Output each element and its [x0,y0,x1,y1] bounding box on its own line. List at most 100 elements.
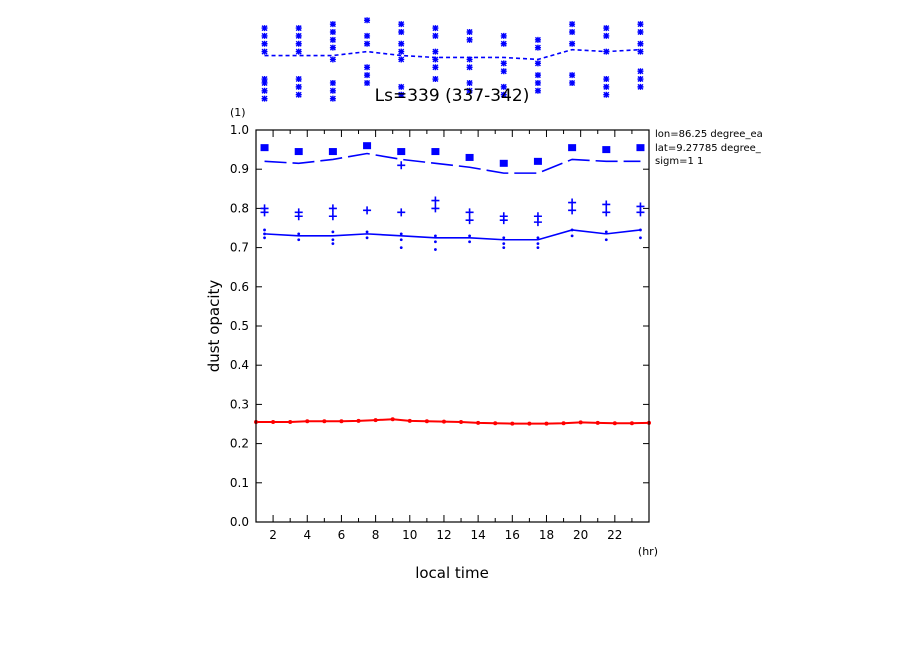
obs-star-point [364,32,371,39]
obs-star-point [637,68,644,75]
series-marker [459,420,464,425]
obs-star-point [295,48,302,55]
obs-plus-point [568,198,577,207]
series-marker [629,421,634,426]
obs-plus-point [499,216,508,225]
obs-plus-point [568,206,577,215]
obs-dot-point [570,234,574,238]
obs-dot-point [331,242,335,246]
plot-frame [255,129,650,523]
series-marker [407,418,412,423]
obs-star-point [329,79,336,86]
obs-star-point [261,40,268,47]
series-marker [322,419,327,424]
obs-star-point [603,25,610,32]
obs-star-point [637,48,644,55]
obs-dot-point [502,246,506,250]
obs-star-point [261,25,268,32]
obs-plus-point [465,216,474,225]
info-sigma: sigm=1 1 [655,156,703,167]
obs-star-point [295,25,302,32]
series-marker [578,420,583,425]
series-marker [356,418,361,423]
obs-dot-point [399,238,403,242]
obs-star-point [329,87,336,94]
obs-dot-point [639,228,642,232]
obs-dot-point [468,234,471,238]
obs-star-point [329,29,336,35]
obs-square-point [397,148,406,156]
obs-star-point [569,29,576,35]
x-axis-label: local time [415,564,489,582]
y-tick-label: 0.4 [230,358,249,372]
obs-star-point [637,83,644,90]
obs-square-point [499,159,508,167]
obs-star-point [432,56,439,63]
series-marker [373,418,378,423]
obs-dot-point [536,242,540,246]
x-tick-label: 20 [573,528,588,542]
series-marker [493,421,498,426]
obs-star-point [398,40,405,47]
y-tick-label: 0.7 [230,241,249,255]
y-axis-label: dust opacity [205,280,223,373]
y-tick-label: 0.3 [230,397,249,411]
series-marker [271,420,276,425]
x-tick-label: 8 [372,528,380,542]
obs-star-point [261,95,268,102]
obs-star-point [329,21,336,28]
obs-star-point [261,87,268,94]
obs-square-point [533,157,542,165]
y-tick-label: 0.2 [230,437,249,451]
obs-star-point [329,56,336,63]
obs-star-point [500,83,507,90]
obs-square-point [294,148,303,156]
series-marker [510,421,515,426]
y-axis-ticks: 0.0 0.1 0.2 0.3 0.4 0.5 0.6 0.7 0.8 0.9 1.0 [230,123,649,529]
obs-dot-point [570,228,574,232]
obs-star-point [364,79,371,86]
x-unit-label: (hr) [638,545,658,558]
obs-dot-point [639,236,642,240]
obs-star-point [603,83,610,90]
obs-plus-point [431,196,440,205]
obs-star-point [261,79,268,86]
obs-plus-point [602,200,611,209]
obs-star-point [466,64,473,71]
obs-dot-point [502,236,506,240]
obs-dot-point [297,232,301,236]
obs-star-point [398,83,405,90]
obs-square-point [465,153,474,161]
obs-plus-point [465,208,474,217]
series-line [264,229,641,241]
obs-plus-point [328,204,337,213]
obs-star-point [603,32,610,39]
obs-dot-point [365,230,369,234]
obs-dot-point [331,230,335,234]
obs-star-point [398,48,405,55]
obs-dot-point [399,232,403,236]
obs-star-point [500,40,507,47]
obs-star-point [534,44,541,51]
obs-dot-point [468,240,471,244]
x-tick-label: 2 [269,528,277,542]
obs-plus-point [431,204,440,213]
obs-square-point [328,148,337,156]
y-tick-label: 1.0 [230,123,249,137]
obs-star-point [466,79,473,86]
obs-star-point [534,36,541,43]
obs-star-point [329,36,336,43]
x-tick-label: 22 [607,528,622,542]
obs-star-point [569,72,576,79]
obs-star-point [534,60,541,67]
obs-square-point [431,148,440,156]
obs-star-point [364,17,371,24]
obs-square-point [363,142,372,150]
series-marker [476,420,481,425]
obs-plus-point [328,212,337,221]
obs-star-point [466,36,473,43]
obs-star-point [432,25,439,32]
obs-star-point [295,76,302,83]
series-line [264,152,641,174]
